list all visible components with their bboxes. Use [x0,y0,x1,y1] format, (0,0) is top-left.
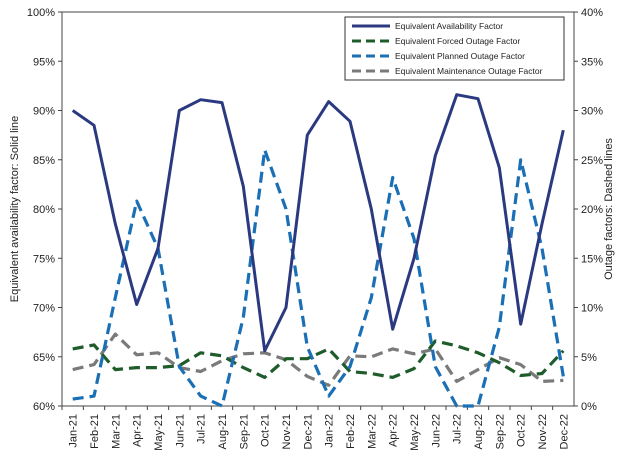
x-axis-tick-label: Nov-22 [537,414,549,449]
x-axis-tick-label: Feb-22 [345,414,357,449]
legend-label-forced: Equivalent Forced Outage Factor [395,36,520,46]
x-axis-tick-label: Dec-22 [558,414,570,449]
left-axis-title: Equivalent availability factor: Solid li… [9,116,21,303]
x-axis-tick-label: Jun-22 [430,414,442,448]
legend-label-maintenance: Equivalent Maintenance Outage Factor [395,66,543,76]
left-axis-tick-label: 85% [33,155,55,167]
x-axis-tick-label: Jun-21 [174,414,186,448]
left-axis-tick-label: 60% [33,401,55,413]
right-axis-tick-label: 30% [581,106,603,118]
left-axis-tick-label: 75% [33,253,55,265]
legend-label-availability: Equivalent Availability Factor [395,21,503,31]
right-axis-tick-label: 20% [581,204,603,216]
legend: Equivalent Availability Factor Equivalen… [344,16,565,81]
x-axis-tick-label: Dec-21 [302,414,314,449]
right-axis-tick-label: 35% [581,56,603,68]
x-axis-tick-label: Oct-22 [516,414,528,447]
x-axis-tick-label: Apr-21 [132,414,144,447]
x-axis-tick-label: Sep-21 [238,414,250,449]
legend-label-planned: Equivalent Planned Outage Factor [395,51,525,61]
x-axis-tick-label: Jul-21 [196,414,208,444]
left-axis-tick-label: 80% [33,204,55,216]
left-axis-tick-label: 90% [33,106,55,118]
left-axis-tick-label: 100% [27,7,55,19]
right-axis-tick-label: 40% [581,7,603,19]
series-line-3 [72,332,564,387]
series-line-2 [72,148,565,408]
left-axis-tick-label: 95% [33,56,55,68]
x-axis-tick-label: May-21 [153,414,165,451]
x-axis-tick-label: Oct-21 [260,414,272,447]
x-axis-tick-label: Mar-21 [110,414,122,449]
x-axis-tick-label: Aug-21 [217,414,229,449]
right-axis-tick-label: 5% [581,352,597,364]
left-axis-tick-label: 65% [33,352,55,364]
right-axis-title: Outage factors: Dashed lines [603,138,615,280]
right-axis-tick-label: 0% [581,401,597,413]
x-axis-tick-label: May-22 [409,414,421,451]
x-axis-tick-label: Mar-22 [366,414,378,449]
x-axis-tick-label: Jul-22 [452,414,464,444]
left-axis-tick-label: 70% [33,303,55,315]
x-axis-tick-label: Feb-21 [89,414,101,449]
x-axis-tick-label: Sep-22 [494,414,506,449]
x-axis-tick-label: Jan-22 [324,414,336,448]
x-axis-tick-label: Jan-21 [68,414,80,448]
x-axis-tick-label: Nov-21 [281,414,293,449]
x-axis-tick-label: Apr-22 [388,414,400,447]
series-line-1 [72,339,565,379]
axis-ticks: 60% 65% 70% 75% 80% 85% 90% 95% 100% 0% 5% 10% 15% 20… [27,7,603,451]
series-line-0 [71,93,565,353]
x-axis-tick-label: Aug-22 [473,414,485,449]
right-axis-tick-label: 15% [581,253,603,265]
right-axis-tick-label: 10% [581,303,603,315]
series-lines [71,93,565,408]
right-axis-tick-label: 25% [581,155,603,167]
